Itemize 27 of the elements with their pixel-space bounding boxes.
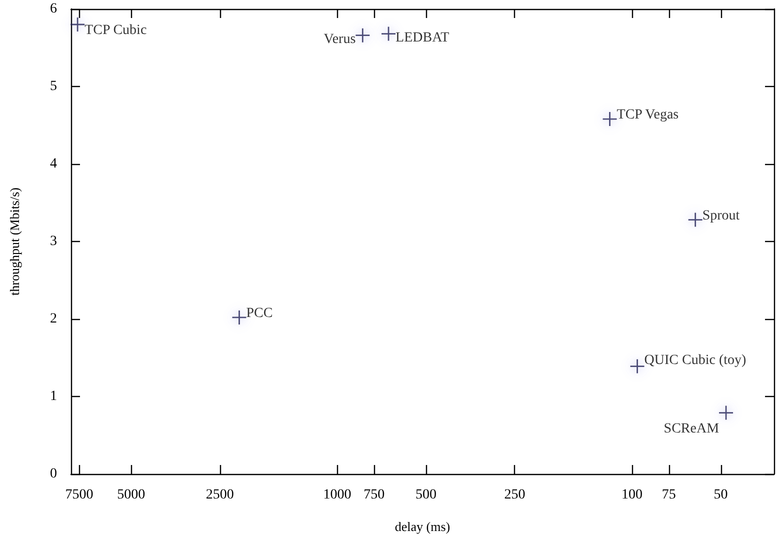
y-tick-label: 0 — [50, 466, 57, 482]
x-tick-label: 50 — [714, 488, 728, 502]
x-tick-label: 5000 — [117, 488, 146, 502]
series-label: LEDBAT — [396, 30, 450, 46]
x-tick-label: 7500 — [65, 488, 94, 502]
x-tick-label: 100 — [622, 488, 643, 502]
y-tick-label: 2 — [50, 312, 57, 326]
y-tick-label: 4 — [50, 156, 57, 172]
x-tick-label: 500 — [415, 488, 436, 502]
series-label: Sprout — [702, 208, 740, 224]
series-label: SCReAM — [664, 421, 720, 436]
y-tick-label: 5 — [50, 79, 57, 94]
x-tick-label: 750 — [364, 488, 385, 502]
y-tick-label: 1 — [50, 389, 57, 404]
series-label: TCP Cubic — [84, 23, 147, 38]
series-label: TCP Vegas — [616, 108, 679, 123]
y-axis-title: throughput (Mbits/s) — [7, 188, 22, 296]
series-label: PCC — [246, 306, 273, 321]
x-tick-label: 2500 — [206, 488, 234, 502]
series-label: QUIC Cubic (toy) — [644, 352, 746, 368]
x-tick-label: 250 — [504, 488, 526, 502]
x-axis-title: delay (ms) — [394, 519, 450, 534]
x-tick-label: 1000 — [323, 488, 352, 502]
y-tick-label: 6 — [50, 2, 57, 16]
x-tick-label: 75 — [662, 488, 676, 502]
series-label: Verus — [324, 32, 356, 47]
y-tick-label: 3 — [50, 234, 57, 249]
